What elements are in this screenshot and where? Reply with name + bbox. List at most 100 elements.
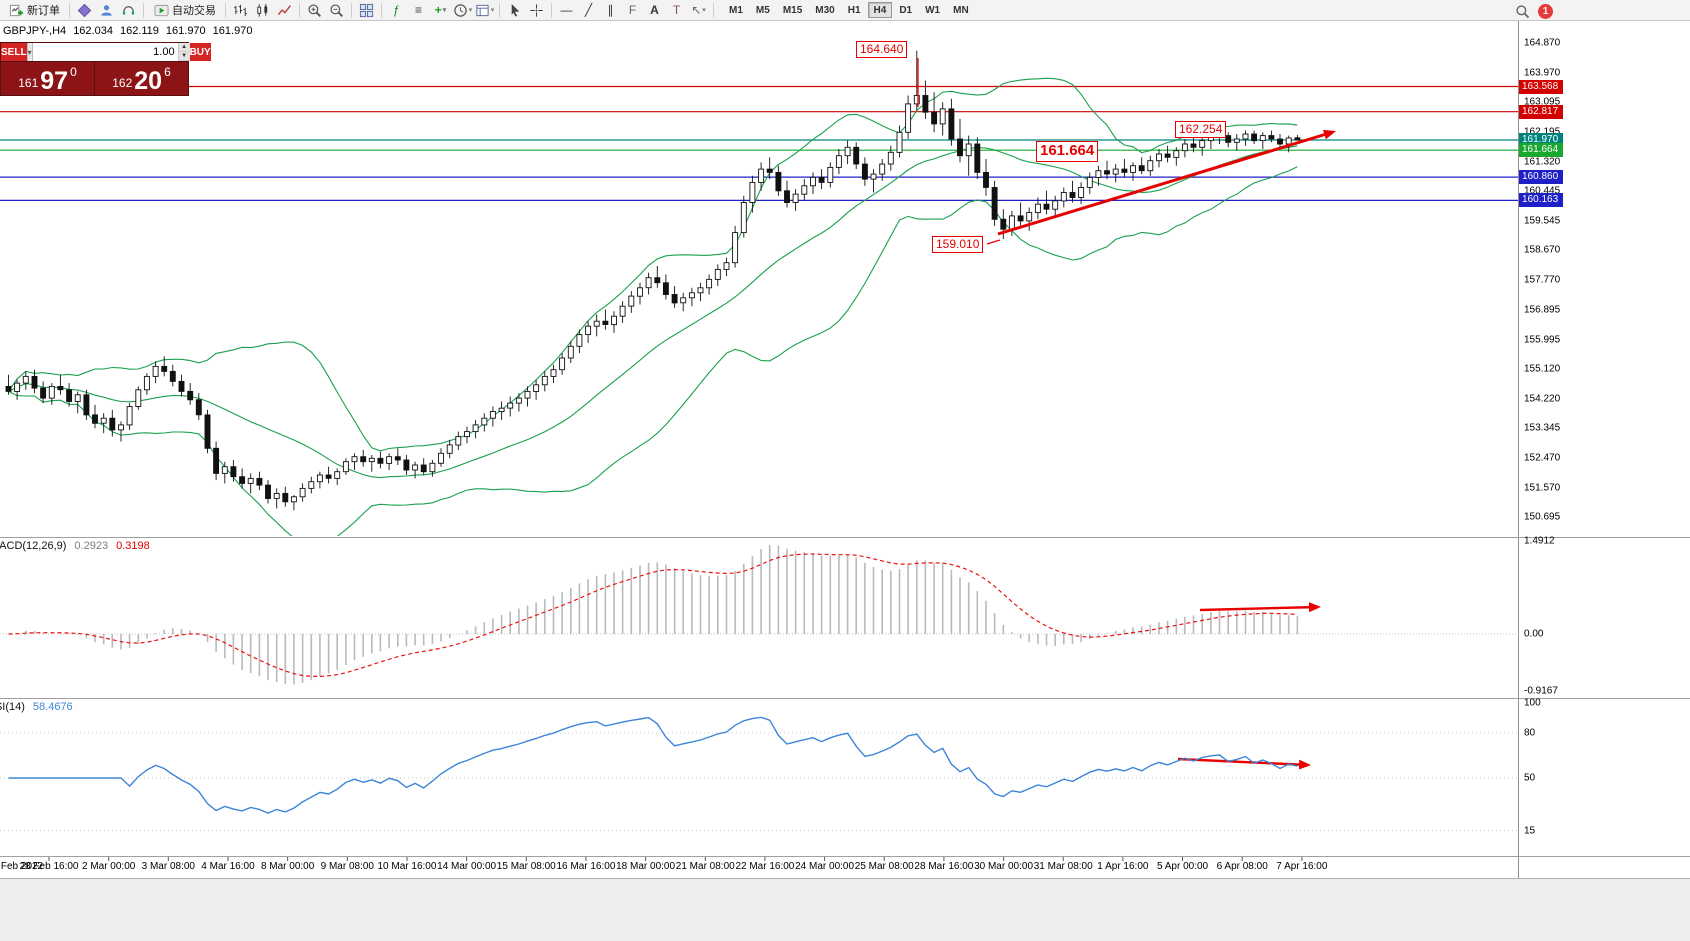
sell-options-caret-icon[interactable]: ▾ (26, 43, 33, 61)
candles-layer (5, 50, 1301, 511)
sell-button[interactable]: SELL (1, 43, 27, 61)
zoom-out-icon[interactable] (326, 1, 347, 19)
tab-timeframe-h4[interactable]: H4 (867, 2, 893, 18)
ask-pipette: 6 (164, 65, 171, 79)
time-axis-label: 28 Feb 16:00 (19, 861, 79, 872)
time-axis-label: 3 Mar 08:00 (141, 861, 195, 872)
line-chart-icon[interactable] (274, 1, 295, 19)
tab-timeframe-m30[interactable]: M30 (815, 4, 835, 16)
price-axis-label: 156.895 (1524, 304, 1561, 316)
price-axis-tag: 160.860 (1519, 170, 1563, 185)
close-value: 161.970 (212, 25, 253, 37)
text-icon[interactable]: A (650, 3, 659, 17)
macd-indicator-label: MACD(12,26,9) 0.2923 0.3198 (0, 540, 158, 552)
time-axis-label: 10 Mar 16:00 (377, 861, 437, 872)
tile-windows-icon[interactable] (356, 1, 377, 19)
account-icon[interactable] (96, 1, 117, 19)
time-axis-label: 8 Mar 00:00 (260, 861, 315, 872)
shapes-icon[interactable]: ↖ (688, 1, 709, 19)
price-axis-tag: 163.568 (1519, 79, 1563, 94)
toolbar-separator (225, 2, 226, 18)
buy-button[interactable]: BUY (189, 43, 211, 61)
toolbar-separator (713, 2, 714, 18)
price-axis-label: 163.970 (1524, 67, 1561, 79)
price-callout[interactable]: 159.010 (932, 236, 984, 253)
zoom-in-icon[interactable] (304, 1, 325, 19)
symbol-period-label: GBPJPY-,H4 (3, 25, 67, 37)
search-icon[interactable] (1512, 2, 1533, 20)
tab-timeframe-m5[interactable]: M5 (755, 4, 770, 16)
price-callout[interactable]: 164.640 (856, 41, 908, 58)
time-axis-label: 16 Mar 16:00 (556, 861, 616, 872)
tab-timeframe-h1[interactable]: H1 (847, 4, 861, 16)
toolbar-right-group: 1 (1512, 2, 1553, 20)
rsi-axis-label: 80 (1524, 727, 1536, 739)
time-axis-label: 18 Mar 00:00 (616, 861, 676, 872)
spinner-up-icon[interactable]: ▲ (178, 43, 190, 52)
price-axis-label: 155.120 (1524, 363, 1561, 375)
charts-profile-icon[interactable] (74, 1, 95, 19)
notification-badge[interactable]: 1 (1538, 3, 1553, 19)
price-divider (94, 62, 95, 95)
cursor-icon[interactable] (504, 1, 525, 19)
autotrade-label: 自动交易 (172, 5, 216, 17)
bid-pipette: 0 (70, 65, 77, 79)
rsi-layer (0, 716, 1518, 831)
bottom-empty-area (0, 878, 1690, 941)
one-click-price-row: 161 97 0 162 20 6 (1, 62, 188, 95)
trend-arrow (997, 129, 1336, 236)
lot-size-input[interactable] (32, 43, 178, 61)
time-axis-label: 1 Apr 16:00 (1097, 861, 1149, 872)
text-label-icon[interactable]: T (672, 3, 681, 17)
time-axis-label: 25 Mar 08:00 (854, 861, 914, 872)
spinner-down-icon[interactable]: ▼ (178, 52, 190, 61)
ask-prefix: 162 (112, 76, 133, 90)
fibonacci-icon[interactable]: F (628, 3, 637, 17)
templates-icon[interactable] (474, 1, 495, 19)
time-axis-label: 24 Mar 00:00 (795, 861, 855, 872)
tab-timeframe-d1[interactable]: D1 (899, 4, 913, 16)
periods-icon[interactable] (452, 1, 473, 19)
support-icon[interactable] (118, 1, 139, 19)
price-axis-label: 164.870 (1524, 37, 1561, 49)
horizontal-line-icon[interactable]: — (560, 3, 573, 17)
autotrade-button[interactable]: 自动交易 (148, 1, 221, 19)
price-axis-label: 159.545 (1524, 215, 1561, 227)
indicators-icon[interactable]: ƒ (393, 3, 400, 17)
price-callout[interactable]: 161.664 (1036, 141, 1099, 162)
new-order-button[interactable]: 新订单 (3, 1, 65, 19)
lot-size-field: ▲▼ (32, 43, 190, 61)
equidistant-channel-icon[interactable]: ∥ (607, 3, 614, 17)
toolbar-separator (69, 2, 70, 18)
crosshair-icon[interactable] (526, 1, 547, 19)
tab-timeframe-w1[interactable]: W1 (925, 4, 941, 16)
time-axis-label: 2 Mar 00:00 (81, 861, 136, 872)
indicator-list-icon[interactable]: ≡ (414, 3, 422, 17)
tab-timeframe-m1[interactable]: M1 (729, 4, 743, 16)
time-axis-label: 6 Apr 08:00 (1216, 861, 1268, 872)
trend-arrow (1199, 602, 1321, 613)
autotrade-icon (153, 2, 169, 18)
bar-chart-icon[interactable] (230, 1, 251, 19)
new-order-label: 新订单 (27, 5, 60, 17)
add-indicator-icon[interactable]: + (430, 1, 451, 19)
price-axis-tag: 160.163 (1519, 193, 1563, 208)
bid-prefix: 161 (18, 76, 39, 90)
price-axis-tag: 161.664 (1519, 143, 1563, 158)
price-axis-label: 157.770 (1524, 274, 1561, 286)
macd-main-value: 0.2923 (74, 540, 109, 552)
bid-price-display[interactable]: 161 97 0 (1, 62, 94, 95)
tab-timeframe-mn[interactable]: MN (953, 4, 969, 16)
time-axis-label: 14 Mar 00:00 (437, 861, 497, 872)
price-callout[interactable]: 162.254 (1175, 121, 1227, 138)
ask-price-display[interactable]: 162 20 6 (95, 62, 188, 95)
trendline-icon[interactable]: ╱ (584, 3, 593, 17)
price-axis-label: 162.195 (1524, 127, 1560, 138)
rsi-value: 58.4676 (32, 701, 73, 713)
time-axis-label: Feb 2022 (0, 861, 44, 872)
candle-chart-icon[interactable] (252, 1, 273, 19)
tab-timeframe-m15[interactable]: M15 (782, 4, 803, 16)
macd-axis-label: 0.00 (1524, 628, 1544, 640)
lot-spinner[interactable]: ▲ ▼ (177, 43, 190, 61)
